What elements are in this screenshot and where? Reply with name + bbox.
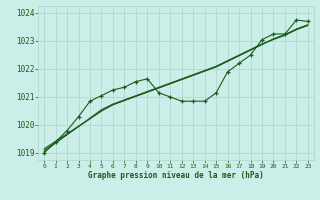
X-axis label: Graphe pression niveau de la mer (hPa): Graphe pression niveau de la mer (hPa) bbox=[88, 171, 264, 180]
